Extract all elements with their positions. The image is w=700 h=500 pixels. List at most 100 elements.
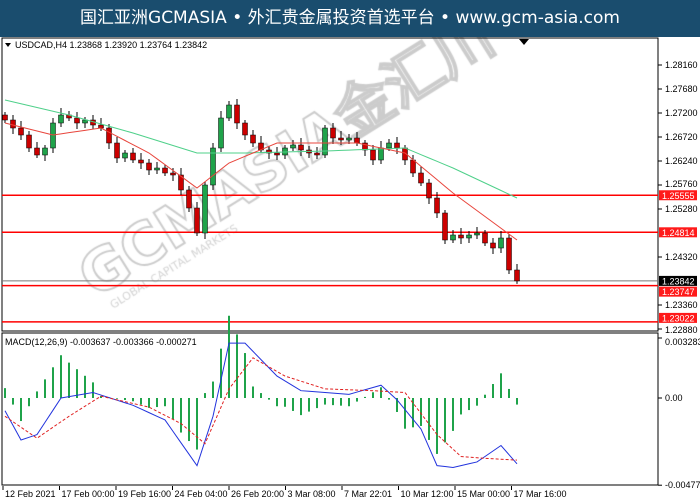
macd-histogram-bar bbox=[492, 384, 494, 398]
time-tick-label: 24 Feb 04:00 bbox=[175, 489, 228, 499]
macd-histogram-bar bbox=[388, 398, 390, 400]
candle-body bbox=[250, 134, 256, 144]
candle-body bbox=[186, 189, 192, 209]
macd-histogram-bar bbox=[172, 398, 174, 420]
level-price-label: 1.25555 bbox=[662, 191, 695, 201]
price-tick-label: 1.28160 bbox=[665, 60, 698, 70]
chart-window[interactable]: USDCAD,H4 1.23868 1.23920 1.23764 1.2384… bbox=[0, 37, 700, 500]
macd-histogram-bar bbox=[276, 398, 278, 407]
macd-histogram-bar bbox=[428, 398, 430, 440]
candle-body bbox=[18, 127, 24, 136]
macd-histogram-bar bbox=[236, 334, 238, 398]
macd-histogram-bar bbox=[316, 398, 318, 409]
price-tick-label: 1.27680 bbox=[665, 84, 698, 94]
candle-body bbox=[170, 172, 176, 176]
macd-histogram-bar bbox=[44, 379, 46, 398]
macd-histogram-bar bbox=[308, 398, 310, 412]
macd-histogram-bar bbox=[348, 398, 350, 407]
macd-histogram-bar bbox=[508, 388, 510, 398]
macd-histogram-bar bbox=[476, 398, 478, 406]
candle-body bbox=[506, 237, 512, 271]
price-tick-label: 1.26240 bbox=[665, 156, 698, 166]
candle-body bbox=[34, 147, 40, 156]
macd-histogram-bar bbox=[52, 367, 54, 398]
price-tick-label: 1.24320 bbox=[665, 252, 698, 262]
macd-histogram-bar bbox=[284, 398, 286, 407]
macd-histogram-bar bbox=[412, 398, 414, 428]
macd-main-line bbox=[4, 342, 518, 468]
candle-body bbox=[370, 149, 376, 161]
price-tick-label: 1.25280 bbox=[665, 204, 698, 214]
macd-histogram-bar bbox=[76, 369, 78, 398]
shift-marker-icon[interactable] bbox=[519, 39, 529, 45]
candle-body bbox=[330, 127, 336, 139]
candle-body bbox=[274, 152, 280, 156]
macd-histogram-bar bbox=[204, 393, 206, 398]
current-price-label: 1.23842 bbox=[662, 276, 695, 286]
macd-histogram-bar bbox=[404, 398, 406, 429]
time-tick-label: 26 Feb 20:00 bbox=[231, 489, 284, 499]
time-tick-label: 10 Mar 12:00 bbox=[401, 489, 454, 499]
candle-body bbox=[322, 127, 328, 156]
candle-body bbox=[298, 144, 304, 151]
candle-body bbox=[498, 237, 504, 249]
candle-body bbox=[146, 162, 152, 171]
macd-histogram-bar bbox=[260, 393, 262, 398]
candle-body bbox=[482, 232, 488, 244]
candle-body bbox=[42, 147, 48, 156]
collapse-triangle-icon[interactable] bbox=[5, 43, 11, 47]
candle-body bbox=[418, 172, 424, 184]
candle-body bbox=[106, 127, 112, 144]
time-tick-label: 15 Mar 00:00 bbox=[457, 489, 510, 499]
moving-averages bbox=[4, 99, 518, 241]
candle-body bbox=[154, 167, 160, 171]
candle-body bbox=[434, 197, 440, 214]
candle-body bbox=[314, 152, 320, 156]
level-price-badge bbox=[659, 227, 697, 238]
price-tick-label: 1.22880 bbox=[665, 325, 698, 335]
time-tick-label: 7 Mar 22:01 bbox=[344, 489, 392, 499]
macd-histogram-bar bbox=[92, 382, 94, 398]
candle-body bbox=[226, 104, 232, 119]
macd-histogram-bar bbox=[332, 398, 334, 406]
macd-tick-label: -0.004772 bbox=[665, 480, 700, 490]
macd-histogram-bar bbox=[68, 362, 70, 398]
macd-histogram-bar bbox=[148, 398, 150, 408]
candle-body bbox=[242, 122, 248, 136]
macd-histogram-bar bbox=[396, 398, 398, 412]
candle-body bbox=[458, 234, 464, 239]
candle-body bbox=[466, 234, 472, 239]
macd-histogram-bar bbox=[228, 315, 230, 398]
candle-body bbox=[290, 144, 296, 149]
candle-body bbox=[218, 117, 224, 149]
macd-histogram-bar bbox=[340, 398, 342, 406]
macd-histogram-bar bbox=[380, 387, 382, 398]
macd-histogram-bar bbox=[20, 398, 22, 422]
macd-histogram-bar bbox=[516, 398, 518, 405]
macd-histogram-bar bbox=[484, 394, 486, 398]
candle-body bbox=[234, 104, 240, 124]
macd-histogram-bar bbox=[132, 398, 134, 402]
macd-histogram-bar bbox=[356, 398, 358, 402]
macd-header: MACD(12,26,9) -0.003637 -0.003366 -0.000… bbox=[5, 337, 197, 347]
macd-histogram-bar bbox=[140, 398, 142, 405]
candles bbox=[2, 99, 520, 284]
candle-body bbox=[162, 167, 168, 174]
title-bar: 国汇亚洲GCMASIA • 外汇贵金属投资首选平台 • www.gcm-asia… bbox=[0, 0, 700, 37]
macd-histogram-bar bbox=[124, 398, 126, 400]
candle-body bbox=[58, 114, 64, 124]
macd-histogram-bar bbox=[212, 381, 214, 398]
time-tick-label: 17 Mar 16:00 bbox=[514, 489, 567, 499]
candle-body bbox=[514, 269, 520, 282]
macd-tick-label: 0.00 bbox=[665, 393, 683, 403]
level-price-badge bbox=[659, 190, 697, 201]
level-price-label: 1.23022 bbox=[662, 313, 695, 323]
macd-histogram-bar bbox=[436, 398, 438, 454]
macd-histogram-bar bbox=[196, 398, 198, 450]
macd-histogram-bar bbox=[220, 348, 222, 398]
candle-body bbox=[210, 147, 216, 186]
price-tick-label: 1.25760 bbox=[665, 179, 698, 189]
macd-histogram-bar bbox=[468, 398, 470, 411]
macd-indicator: 0.003283 0.00 -0.004772 bbox=[4, 315, 700, 490]
macd-histogram-bar bbox=[116, 398, 118, 399]
